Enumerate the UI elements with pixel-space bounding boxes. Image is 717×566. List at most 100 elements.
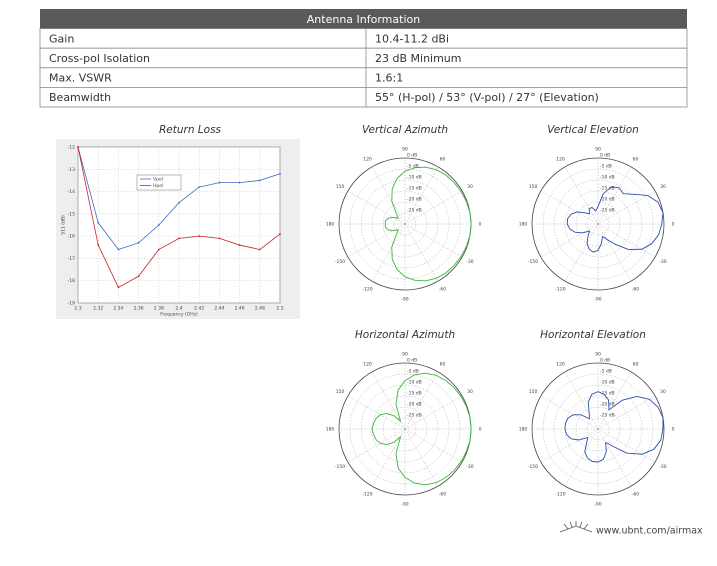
angle-spoke — [540, 428, 599, 463]
angle-label: 90 — [402, 352, 408, 358]
x-tick-label: 2.34 — [113, 306, 123, 312]
table-cell: Max. VSWR — [49, 72, 112, 85]
radial-ring — [531, 362, 665, 496]
x-tick-label: 2.32 — [93, 306, 103, 312]
x-tick-label: 2.42 — [194, 306, 204, 312]
table-cell: Gain — [49, 32, 74, 45]
chart-title: Horizontal Elevation — [540, 329, 646, 341]
chart-title: Vertical Elevation — [547, 124, 639, 136]
table-cell: 1.6:1 — [375, 72, 403, 85]
x-tick-label: 2.3 — [74, 306, 81, 312]
radial-ring — [382, 201, 428, 247]
chart-title: Horizontal Azimuth — [355, 329, 455, 341]
angle-label: 30 — [467, 184, 473, 190]
angle-label: 90 — [595, 147, 601, 153]
pattern-line — [566, 186, 664, 253]
angle-label: -150 — [528, 464, 538, 470]
radial-label: -5 dB — [600, 164, 612, 170]
table-cell: 10.4-11.2 dBi — [375, 32, 449, 45]
angle-label: -150 — [335, 464, 345, 470]
angle-label: 120 — [363, 362, 372, 368]
angle-label: -90 — [594, 297, 601, 303]
radial-label: 0 dB — [600, 358, 610, 364]
series-point — [218, 181, 221, 184]
angle-label: 180 — [326, 427, 335, 433]
series-point — [157, 224, 160, 226]
radial-ring — [393, 417, 417, 441]
x-tick-label: 2.38 — [154, 306, 164, 312]
angle-label: 0 — [479, 427, 482, 433]
radial-ring — [371, 395, 439, 463]
series-point — [97, 221, 100, 224]
angle-label: 120 — [556, 362, 565, 368]
table-cell: Beamwidth — [49, 91, 111, 104]
series-point — [137, 275, 140, 278]
table-row — [39, 67, 688, 88]
footer-url: www.ubnt.com/airmax — [596, 526, 703, 537]
angle-label: -30 — [659, 259, 666, 265]
radial-ring — [349, 168, 461, 280]
series-point — [198, 186, 201, 189]
angle-spoke — [404, 371, 439, 430]
angle-label: 180 — [519, 427, 528, 433]
radial-label: 0 dB — [407, 153, 417, 159]
y-tick-label: -15 — [68, 211, 75, 217]
angle-label: 180 — [519, 222, 528, 228]
radial-label: -10 dB — [407, 175, 422, 181]
x-tick-label: 2.44 — [214, 306, 224, 312]
radial-label: -20 dB — [407, 197, 422, 203]
series-point — [157, 248, 160, 251]
radial-label: -15 dB — [600, 186, 615, 192]
chart-title: Vertical Azimuth — [362, 124, 448, 136]
y-tick-label: -18 — [68, 278, 75, 284]
radial-label: 0 dB — [600, 153, 610, 159]
angle-label: 150 — [336, 389, 345, 395]
angle-label: 60 — [440, 362, 446, 368]
series-point — [77, 146, 79, 148]
y-tick-label: -12 — [68, 145, 75, 151]
angle-label: 150 — [529, 184, 538, 190]
radial-ring — [553, 384, 643, 474]
radial-label: -5 dB — [600, 369, 612, 375]
table-row — [39, 87, 688, 108]
angle-label: 60 — [633, 157, 639, 163]
angle-label: 0 — [672, 427, 675, 433]
radial-label: -10 dB — [600, 175, 615, 181]
angle-label: -30 — [466, 259, 473, 265]
series-point — [97, 244, 100, 246]
angle-label: 30 — [467, 389, 473, 395]
logo — [559, 521, 593, 533]
radial-label: -5 dB — [407, 369, 419, 375]
y-tick-label: -14 — [68, 189, 75, 195]
angle-spoke — [540, 223, 599, 258]
legend-label: Hpol — [153, 183, 163, 189]
table-header — [40, 9, 687, 29]
series-point — [117, 248, 120, 251]
x-tick-label: 2.48 — [255, 306, 265, 312]
radial-label: -15 dB — [407, 391, 422, 397]
radial-label: -10 dB — [407, 380, 422, 386]
y-axis-label: S11 (dB) — [61, 215, 67, 235]
angle-label: 60 — [440, 157, 446, 163]
pattern-line — [384, 166, 472, 282]
angle-label: 120 — [556, 157, 565, 163]
table-cell: 55° (H-pol) / 53° (V-pol) / 27° (Elevati… — [375, 91, 599, 104]
series-point — [238, 181, 241, 184]
angle-label: 30 — [660, 184, 666, 190]
radial-label: -20 dB — [600, 402, 615, 408]
series-point — [258, 248, 261, 251]
x-tick-label: 2.5 — [276, 306, 283, 312]
x-tick-label: 2.46 — [235, 306, 245, 312]
angle-spoke — [564, 371, 599, 430]
series-point — [258, 179, 261, 182]
angle-spoke — [404, 428, 463, 463]
angle-label: 30 — [660, 389, 666, 395]
table-cell: Cross-pol Isolation — [49, 52, 150, 65]
series-point — [178, 201, 180, 204]
series-point — [198, 235, 201, 238]
angle-label: -60 — [632, 286, 639, 292]
angle-label: 150 — [336, 184, 345, 190]
y-tick-label: -19 — [68, 301, 75, 307]
radial-label: -25 dB — [407, 413, 422, 419]
